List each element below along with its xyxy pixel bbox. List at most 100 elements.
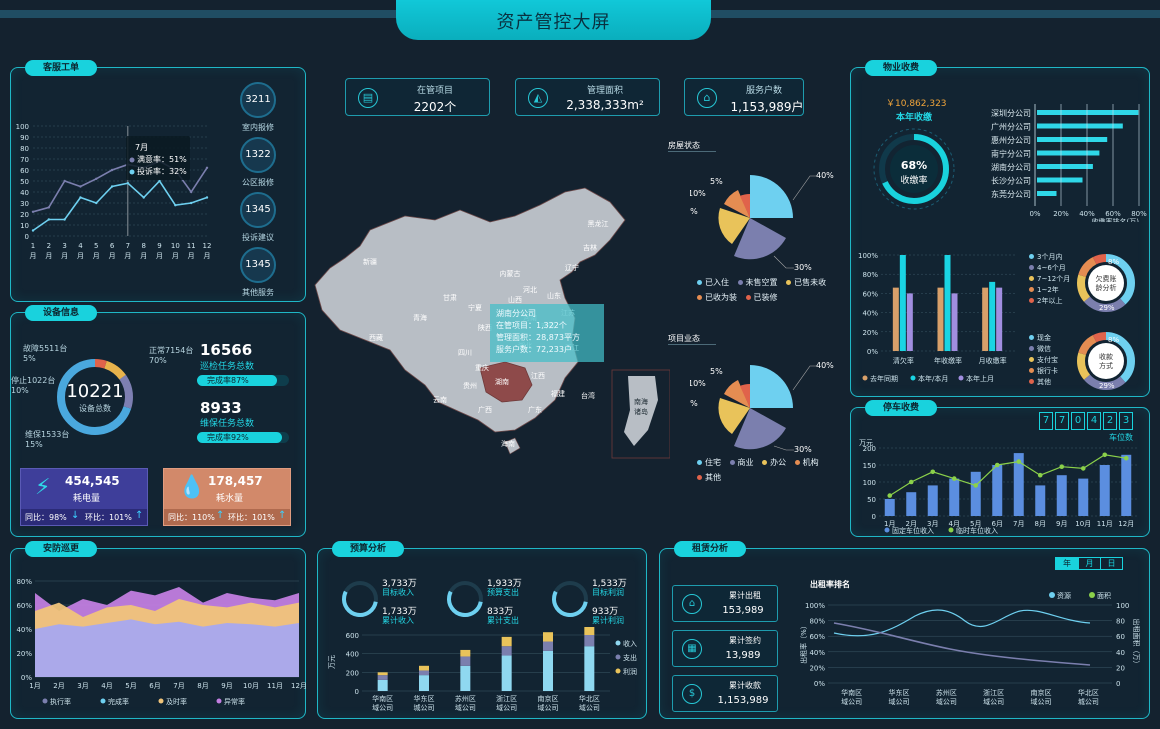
- y-tick: 600: [346, 632, 359, 640]
- group-bar: [899, 255, 906, 351]
- x-tick-unit: 月: [109, 252, 116, 260]
- y-tick: 400: [346, 651, 359, 659]
- water-card: 💧 178,457 耗水量 同比：110% ↑ 环比：101% ↑: [163, 468, 291, 526]
- y-tick-right: 40: [1116, 649, 1125, 657]
- svg-text:收款: 收款: [1099, 352, 1113, 361]
- x-tick: 20%: [1053, 210, 1069, 218]
- map-region-label: 山西: [508, 295, 522, 304]
- x-tick: 9月: [1056, 520, 1067, 528]
- legend-label: 及时率: [166, 697, 187, 706]
- budget-value: 1,733万: [382, 607, 417, 617]
- map-region-label: 宁夏: [468, 303, 482, 312]
- kpi-label: 管理面积: [586, 86, 623, 96]
- svg-text:方式: 方式: [1099, 361, 1113, 370]
- group-bar: [937, 287, 944, 351]
- panel-title: 预算分析: [332, 541, 405, 557]
- lease-stat-value: 1,153,989: [717, 695, 769, 706]
- x-tick: 苏州区: [455, 694, 476, 703]
- map-region-hunan[interactable]: [479, 361, 533, 403]
- house-legend: 已入住 未售空置 已售未收 已收为装 已装修: [697, 275, 837, 305]
- map-inset-islands: [624, 376, 658, 446]
- data-point: [189, 190, 193, 194]
- power-label: 耗电量: [73, 494, 101, 504]
- x-tick: 11月: [1097, 520, 1113, 528]
- data-point: [1016, 459, 1022, 464]
- x-tick-unit: 月: [93, 252, 100, 260]
- segment-pct: 10%: [11, 386, 29, 395]
- x-tick: 城公司: [414, 704, 435, 712]
- tab-month[interactable]: 月: [1078, 558, 1100, 569]
- panel-title: 客服工单: [25, 60, 98, 76]
- legend-label: 利润: [623, 667, 637, 676]
- lease-stat: ▦ 累计签约 13,989: [672, 630, 778, 667]
- map-region-label: 贵州: [463, 381, 477, 390]
- x-tick: 南京区: [1031, 688, 1052, 697]
- tab-year[interactable]: 年: [1056, 558, 1078, 569]
- x-tick: 华北区: [1078, 688, 1099, 697]
- panel-title: 物业收费: [865, 60, 938, 76]
- y-tick: 50: [20, 178, 29, 186]
- panel-title: 安防巡更: [25, 541, 98, 557]
- legend-label: 执行率: [50, 697, 71, 706]
- legend-label: 支出: [623, 653, 637, 662]
- y-tick: 20%: [862, 329, 878, 337]
- x-tick: 域公司: [579, 703, 600, 712]
- house-title: 房屋状态: [668, 140, 716, 152]
- map-region-label: 辽宁: [565, 263, 579, 272]
- y-tick-right: 60: [1116, 633, 1125, 641]
- map-region-label: 西藏: [369, 333, 383, 342]
- budget-label: 目标利润: [592, 588, 624, 597]
- series-line: [833, 622, 1091, 666]
- map-region-label: 福建: [551, 389, 565, 398]
- y-label-right: 出租面积（万）: [1132, 619, 1141, 668]
- x-tick: 6月: [992, 520, 1003, 528]
- budget-label: 累计支出: [487, 616, 519, 625]
- data-point: [930, 469, 936, 475]
- data-point: [189, 201, 193, 205]
- x-tick: 域公司: [538, 703, 559, 712]
- segment-pct: 5%: [23, 354, 36, 363]
- stat-circle: 1345: [240, 192, 276, 228]
- stacked-bar: [460, 665, 471, 691]
- group-bar: [989, 281, 996, 351]
- digits-label: 车位数: [1109, 433, 1133, 442]
- map-mainland[interactable]: [314, 187, 626, 433]
- x-tick: 域公司: [983, 697, 1004, 706]
- x-tick: 域公司: [1031, 697, 1052, 706]
- data-point: [887, 493, 893, 498]
- x-tick: 2: [47, 242, 51, 250]
- company-label: 东莞分公司: [991, 189, 1031, 199]
- map-region-label: 山东: [547, 291, 561, 300]
- bar: [1056, 475, 1067, 516]
- x-tick: 12月: [291, 682, 307, 690]
- y-tick: 40%: [862, 310, 878, 318]
- company-label: 湖南分公司: [991, 162, 1031, 172]
- map-region-label: 广西: [478, 405, 492, 414]
- x-tick: 域公司: [455, 703, 476, 712]
- maint-progress: 完成率92%: [197, 432, 282, 443]
- x-tick: 域公司: [496, 703, 517, 712]
- y-tick: 80%: [16, 578, 32, 586]
- segment-label: 正常7154台: [149, 346, 194, 355]
- x-tick: 4月: [101, 682, 112, 690]
- segment-label: 故障5511台: [23, 344, 68, 353]
- rose-label: 10%: [690, 379, 706, 388]
- budget-label: 累计收入: [382, 616, 414, 625]
- map-region-label: 新疆: [363, 257, 377, 266]
- water-yoy: 同比：110%: [168, 513, 215, 522]
- lease-stat: ⌂ 累计出租 153,989: [672, 585, 778, 622]
- chart-tooltip: [126, 136, 190, 180]
- stacked-bar: [377, 679, 388, 691]
- map-region-hainan[interactable]: [504, 437, 521, 455]
- x-tick-unit: 月: [140, 252, 147, 260]
- x-tick-unit: 月: [188, 252, 195, 260]
- period-tabs[interactable]: 年 月 日: [1055, 557, 1123, 570]
- tab-day[interactable]: 日: [1100, 558, 1122, 569]
- x-tick: 1: [31, 242, 35, 250]
- lease-stat: $ 累计收款 1,153,989: [672, 675, 778, 712]
- y-tick: 200: [346, 669, 359, 677]
- x-tick: 2月: [906, 520, 917, 528]
- map-region-label: 台湾: [581, 391, 595, 400]
- y-tick: 0%: [867, 348, 878, 356]
- x-tick-unit: 月: [45, 252, 52, 260]
